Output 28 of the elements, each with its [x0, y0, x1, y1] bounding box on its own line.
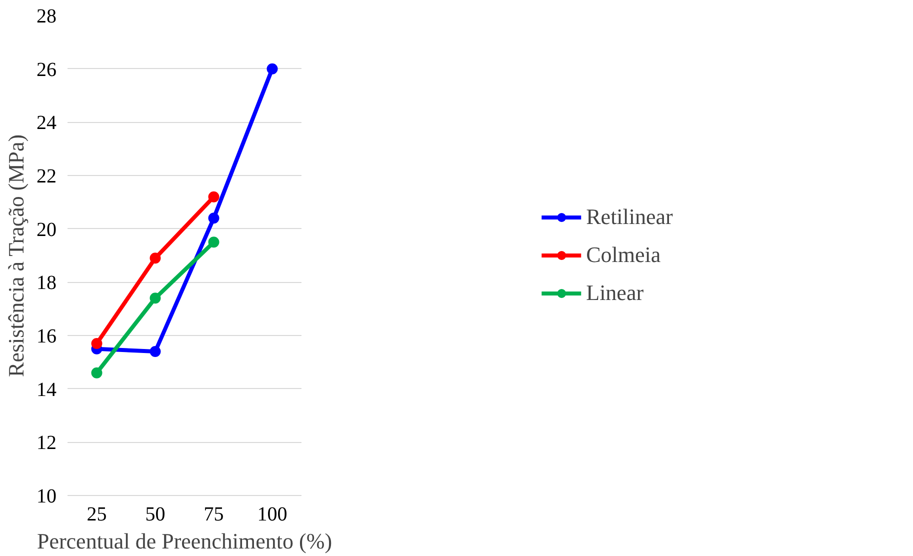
point — [208, 212, 220, 224]
y-tick-label: 18 — [36, 272, 56, 294]
y-tick-label: 10 — [36, 486, 56, 508]
y-tick-label: 20 — [36, 218, 56, 241]
x-tick-label: 50 — [145, 504, 166, 526]
legend-label: Colmeia — [586, 242, 661, 268]
x-axis-title: Percentual de Preenchimento (%) — [36, 528, 332, 554]
legend-label: Linear — [586, 280, 644, 306]
y-tick-label: 24 — [36, 112, 56, 134]
y-tick-label: 14 — [36, 378, 56, 401]
point — [91, 367, 102, 378]
y-tick-label: 16 — [36, 326, 56, 348]
y-tick-label: 22 — [36, 166, 56, 188]
point — [150, 252, 161, 264]
y-axis-title: Resistência à Tração (MPa) — [4, 134, 28, 377]
point — [208, 236, 220, 248]
point — [208, 191, 220, 202]
x-tick-label: 100 — [257, 504, 288, 526]
x-tick-label: 75 — [204, 504, 224, 526]
y-tick-label: 12 — [36, 432, 56, 454]
point — [266, 63, 278, 74]
point — [150, 292, 161, 304]
legend-label: Retilinear — [586, 204, 673, 230]
point — [150, 346, 161, 357]
x-tick-label: 25 — [86, 504, 107, 526]
point — [91, 338, 102, 349]
y-tick-label: 26 — [36, 58, 56, 81]
y-tick-label: 28 — [36, 6, 56, 28]
